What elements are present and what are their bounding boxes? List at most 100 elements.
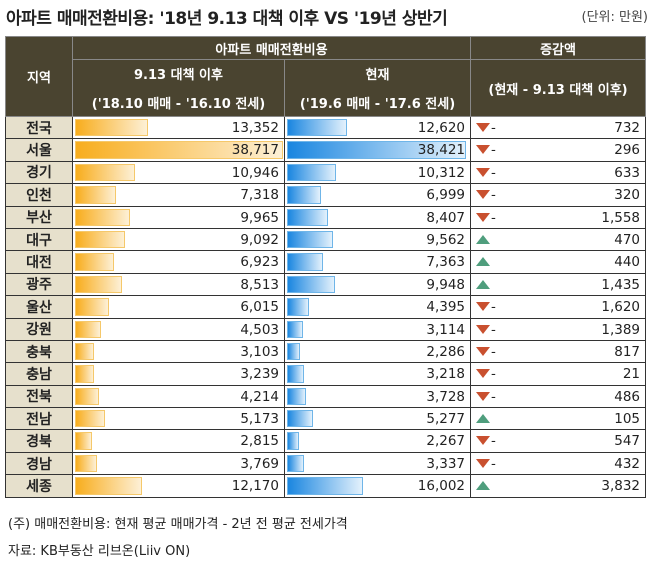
- before-cell: 6,923: [72, 250, 285, 274]
- triangle-up-icon: [476, 234, 491, 244]
- before-value: 7,318: [240, 187, 279, 204]
- now-value: 4,395: [426, 299, 466, 316]
- table-row: 서울 38,717 38,421 - 296: [5, 138, 647, 162]
- change-value: 1,389: [601, 321, 641, 338]
- table-row: 강원 4,503 3,114 - 1,389: [5, 317, 647, 341]
- before-value: 2,815: [240, 433, 279, 450]
- change-cell: 1,435: [470, 272, 647, 297]
- region-cell: 전국: [5, 115, 73, 140]
- before-value: 10,946: [231, 164, 279, 181]
- unit-label: (단위: 만원): [581, 10, 649, 25]
- region-cell: 강원: [5, 317, 73, 341]
- header-change: 증감액: [470, 36, 647, 60]
- minus-sign: -: [491, 321, 496, 338]
- before-cell: 5,173: [72, 407, 285, 431]
- before-cell: 4,214: [72, 384, 285, 409]
- before-cell: 3,769: [72, 451, 285, 476]
- table-row: 경남 3,769 3,337 - 432: [5, 451, 647, 476]
- before-cell: 10,946: [72, 160, 285, 185]
- change-value: 633: [614, 164, 641, 181]
- change-value: 547: [614, 433, 641, 450]
- now-value: 6,999: [426, 187, 466, 204]
- before-value: 3,103: [240, 343, 279, 360]
- now-cell: 3,218: [283, 362, 472, 386]
- region-cell: 서울: [5, 138, 73, 162]
- now-bar: [287, 163, 337, 182]
- triangle-down-icon: [476, 167, 491, 177]
- now-value: 3,114: [426, 321, 466, 338]
- before-cell: 3,103: [72, 339, 285, 364]
- page-title: 아파트 매매전환비용: '18년 9.13 대책 이후 VS '19년 상반기: [6, 9, 448, 29]
- table-row: 부산 9,965 8,407 - 1,558: [5, 205, 647, 229]
- now-value: 16,002: [417, 478, 466, 495]
- region-cell: 세종: [5, 474, 73, 498]
- before-bar: [75, 186, 116, 204]
- now-value: 12,620: [417, 120, 466, 136]
- triangle-up-icon: [476, 414, 491, 424]
- before-value: 38,717: [231, 142, 279, 159]
- footnote: (주) 매매전환비용: 현재 평균 매매가격 - 2년 전 평균 전세가격: [8, 517, 348, 532]
- change-value: 432: [614, 455, 641, 472]
- header-col3: (현재 - 9.13 대책 이후): [470, 59, 647, 117]
- col1-title: 9.13 대책 이후: [134, 68, 223, 83]
- minus-sign: -: [491, 455, 496, 472]
- table-row: 광주 8,513 9,948 1,435: [5, 272, 647, 297]
- table-row: 전북 4,214 3,728 - 486: [5, 384, 647, 409]
- before-value: 4,503: [240, 321, 279, 338]
- change-cell: 470: [470, 227, 647, 252]
- header-region: 지역: [5, 36, 73, 117]
- change-value: 21: [622, 366, 641, 383]
- change-value: 486: [614, 388, 641, 405]
- before-bar: [75, 365, 95, 383]
- before-bar: [75, 163, 136, 182]
- triangle-up-icon: [476, 257, 491, 267]
- now-cell: 7,363: [283, 250, 472, 274]
- now-bar: [287, 477, 363, 495]
- before-bar: [75, 230, 126, 249]
- col1-sub: ('18.10 매매 - '16.10 전세): [91, 97, 266, 112]
- before-value: 3,769: [240, 455, 279, 472]
- triangle-down-icon: [476, 436, 491, 446]
- before-bar: [75, 477, 142, 495]
- before-cell: 7,318: [72, 183, 285, 207]
- before-cell: 6,015: [72, 295, 285, 319]
- now-cell: 3,114: [283, 317, 472, 341]
- change-value: 470: [614, 231, 641, 248]
- now-value: 38,421: [417, 142, 466, 159]
- before-bar: [75, 432, 92, 450]
- before-cell: 12,170: [72, 474, 285, 498]
- region-cell: 울산: [5, 295, 73, 319]
- now-bar: [287, 253, 323, 271]
- table-row: 충남 3,239 3,218 - 21: [5, 362, 647, 386]
- before-bar: [75, 410, 105, 428]
- now-cell: 5,277: [283, 407, 472, 431]
- now-bar: [287, 230, 333, 249]
- region-cell: 부산: [5, 205, 73, 229]
- now-value: 3,218: [426, 366, 466, 383]
- before-value: 6,923: [240, 254, 279, 271]
- before-cell: 3,239: [72, 362, 285, 386]
- change-cell: 440: [470, 250, 647, 274]
- now-value: 9,948: [426, 276, 466, 293]
- before-value: 13,352: [231, 120, 279, 136]
- change-value: 320: [614, 187, 641, 204]
- now-bar: [287, 432, 300, 450]
- now-value: 9,562: [426, 231, 466, 248]
- triangle-down-icon: [476, 123, 491, 132]
- region-cell: 경남: [5, 451, 73, 476]
- before-bar: [75, 387, 100, 406]
- now-bar: [287, 298, 310, 316]
- now-value: 5,277: [426, 411, 466, 428]
- now-value: 3,728: [426, 388, 466, 405]
- minus-sign: -: [491, 164, 496, 181]
- change-cell: - 432: [470, 451, 647, 476]
- minus-sign: -: [491, 142, 496, 159]
- header-col1: 9.13 대책 이후 ('18.10 매매 - '16.10 전세): [72, 59, 285, 117]
- now-cell: 38,421: [283, 138, 472, 162]
- now-cell: 3,728: [283, 384, 472, 409]
- before-bar: [75, 253, 114, 271]
- before-value: 9,965: [240, 209, 279, 226]
- now-bar: [287, 320, 304, 338]
- region-cell: 경북: [5, 429, 73, 453]
- now-value: 10,312: [417, 164, 466, 181]
